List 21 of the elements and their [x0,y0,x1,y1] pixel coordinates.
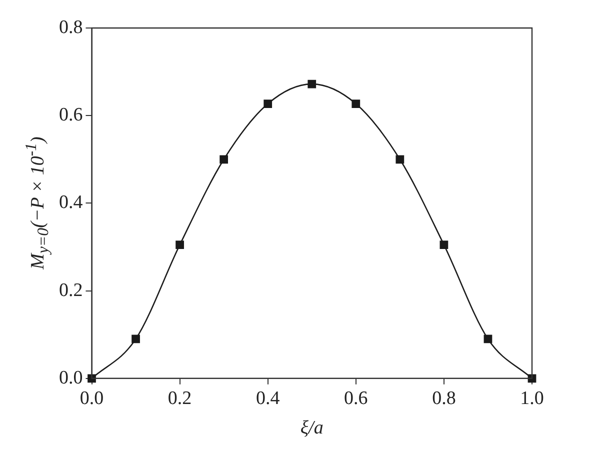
x-tick-label: 0.0 [80,388,104,409]
y-tick-label: 0.6 [59,104,83,126]
point [132,334,140,344]
point [396,155,404,164]
point [352,100,360,108]
point [308,80,316,88]
point [484,334,492,344]
x-axis-title: ξ/a [300,418,324,439]
x-tick-label: 0.6 [344,388,368,409]
x-tick-label: 1.0 [520,388,544,409]
point [440,240,448,249]
y-tick-label: 0.0 [59,367,83,388]
y-tick-label: 0.2 [59,280,83,301]
x-tick-label: 0.2 [168,388,192,409]
x-tick-label: 0.4 [256,388,280,409]
y-tick-label: 0.4 [59,192,84,214]
point [220,155,228,164]
y-tick-label: 0.8 [59,16,83,38]
x-tick-label: 0.8 [432,388,456,409]
point [264,100,272,108]
point [176,240,184,249]
